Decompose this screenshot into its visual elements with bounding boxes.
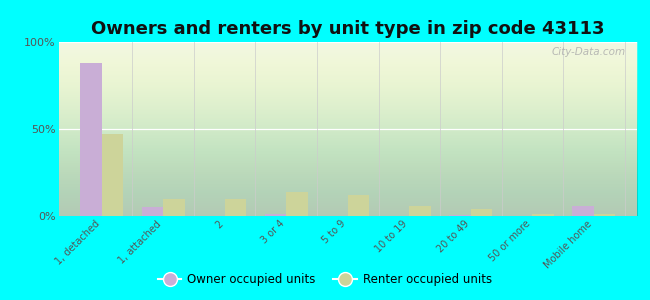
Bar [348,195,369,216]
Bar [410,206,431,216]
Title: Owners and renters by unit type in zip code 43113: Owners and renters by unit type in zip c… [91,20,604,38]
Bar [225,199,246,216]
Legend: Owner occupied units, Renter occupied units: Owner occupied units, Renter occupied un… [153,269,497,291]
Bar [163,199,185,216]
Bar [286,192,307,216]
Bar [265,214,286,216]
Bar [449,215,471,216]
Text: City-Data.com: City-Data.com [551,47,625,57]
Bar [573,206,594,216]
Bar [532,214,554,216]
Bar [594,214,616,216]
Bar [471,209,493,216]
Bar [101,134,123,216]
Bar [80,63,101,216]
Bar [142,207,163,216]
